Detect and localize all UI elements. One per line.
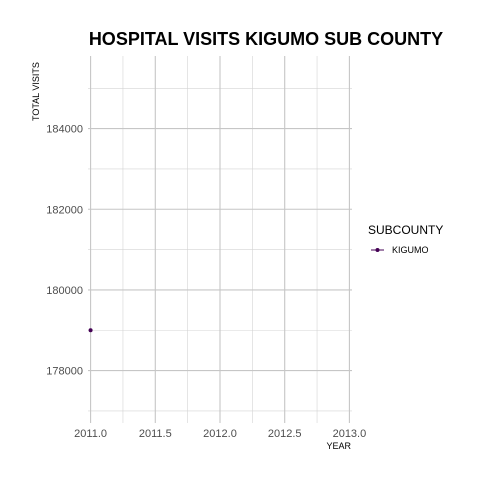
y-tick-label: 182000 [46,204,83,216]
y-axis-label: TOTAL VISITS [31,62,41,121]
legend-item-label: KIGUMO [392,245,429,255]
series-layer [88,328,93,333]
legend-title: SUBCOUNTY [368,223,443,237]
x-tick-label: 2012.0 [203,428,237,440]
legend: SUBCOUNTY KIGUMO [368,223,443,255]
y-axis-ticks: 178000 180000 182000 184000 [46,124,83,378]
chart-title: HOSPITAL VISITS KIGUMO SUB COUNTY [89,29,443,49]
grid [88,56,352,423]
x-tick-label: 2012.5 [268,428,302,440]
x-tick-label: 2011.5 [139,428,172,440]
y-tick-label: 180000 [46,285,83,297]
x-axis-label: YEAR [326,441,351,451]
y-tick-label: 178000 [46,366,83,378]
x-tick-label: 2011.0 [74,428,107,440]
x-axis-ticks: 2011.0 2011.5 2012.0 2012.5 2013.0 [74,428,366,440]
data-point [88,328,93,333]
x-tick-label: 2013.0 [333,428,367,440]
legend-key-point [375,248,380,252]
y-tick-label: 184000 [46,124,83,136]
